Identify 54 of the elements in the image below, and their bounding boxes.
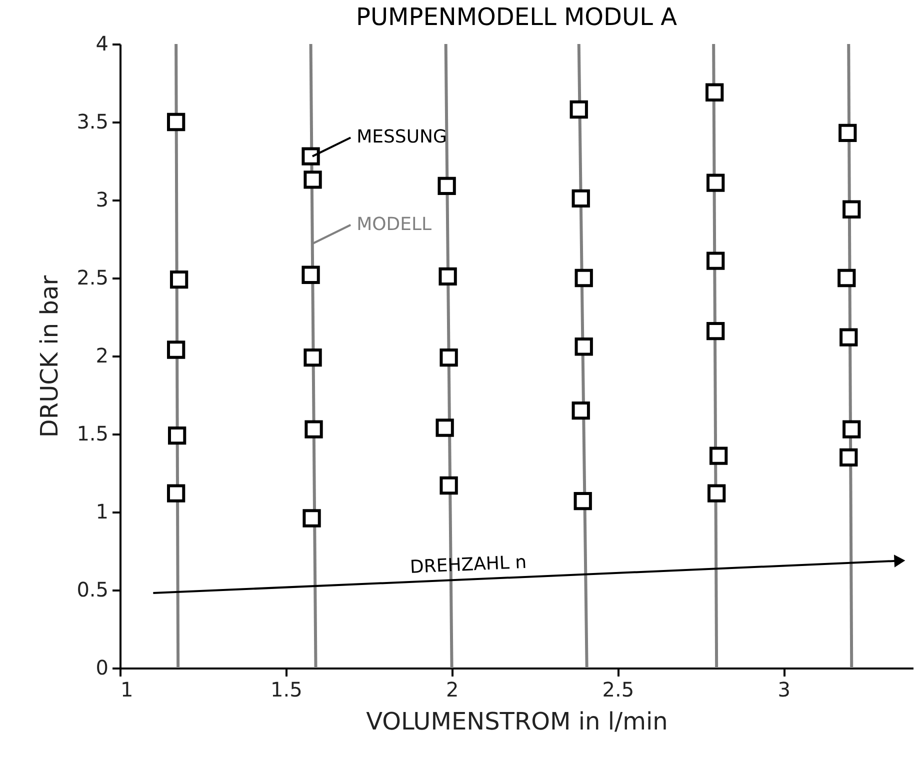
point [574,268,593,288]
x-tick-label: 2.5 [602,678,634,702]
point [168,426,186,445]
point [840,328,858,346]
y-tick-label: 2.5 [76,266,108,290]
x-axis-title: VOLUMENSTROM in l/min [366,708,668,736]
x-tick-label: 1 [120,678,134,702]
point [572,189,590,208]
y-tick-label: 4 [96,32,108,56]
y-tick-label: 3 [96,188,108,212]
point [574,338,593,356]
point [572,402,590,420]
point [166,340,186,359]
annotation: DREHZAHL n [410,552,528,578]
point [706,83,724,102]
point [166,112,186,132]
annotation: MODELL [356,214,432,235]
y-tick-label: 0 [96,656,108,680]
point [170,270,188,289]
y-tick-label: 1 [96,500,108,524]
y-axis-title: DRUCK in bar [36,275,64,438]
point [166,484,186,502]
point [302,147,320,166]
point [706,322,725,340]
y-tick-label: 2 [96,344,108,368]
point [707,484,726,502]
point [842,200,861,218]
point [842,420,861,438]
x-tick-label: 3 [778,678,790,702]
point [706,252,725,270]
point [438,176,456,196]
point [302,509,321,528]
chart-title: PUMPENMODELL MODUL A [356,3,678,31]
point [438,267,457,286]
point [838,124,857,142]
x-tick-label: 1.5 [270,678,302,702]
y-tick-label: 1.5 [76,422,108,446]
point [304,348,322,367]
x-tick-label: 2 [446,678,459,702]
point [440,348,458,367]
point [709,446,728,465]
y-tick-label: 0.5 [76,578,108,602]
point [302,266,320,284]
annotation: MESSUNG [356,126,447,148]
point [304,170,322,189]
point [436,418,454,437]
point [840,448,858,466]
point [574,492,592,510]
point [838,268,856,288]
point [440,476,458,495]
y-tick-label: 3.5 [76,110,108,134]
point [304,420,323,438]
point [570,100,588,119]
point [706,174,725,192]
